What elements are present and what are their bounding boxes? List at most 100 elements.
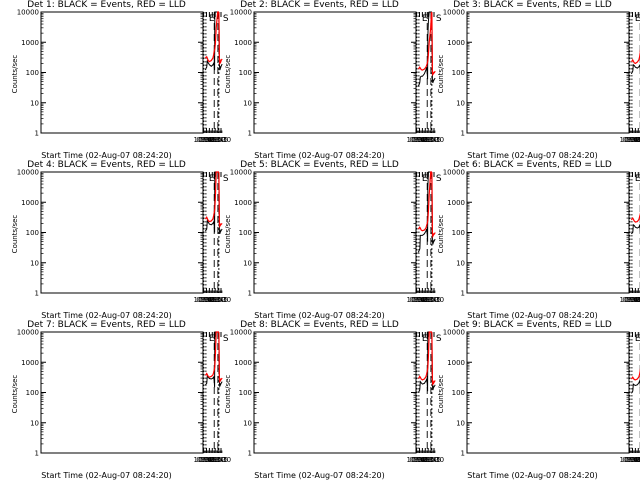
y-axis-label: Counts/sec bbox=[437, 54, 445, 94]
x-tick-label: 09:15 bbox=[202, 456, 222, 464]
x-tick-label: 10:00 bbox=[619, 136, 639, 144]
y-tick-label: 1000 bbox=[447, 359, 465, 367]
series-lld-line bbox=[417, 171, 436, 239]
end-marker-label: E bbox=[422, 14, 428, 24]
x-tick-label: 10:00 bbox=[406, 296, 426, 304]
x-tick-label: 08:45 bbox=[634, 136, 640, 144]
x-tick-label: 10:00 bbox=[193, 136, 213, 144]
x-tick-label: 10:00 bbox=[619, 456, 639, 464]
x-tick-label: 08:45 bbox=[421, 136, 441, 144]
series-events-line bbox=[204, 11, 223, 71]
x-tick-label: 10:00 bbox=[406, 136, 426, 144]
x-tick-label: 08:30 bbox=[637, 136, 640, 144]
x-tick-label: 09:30 bbox=[199, 136, 219, 144]
y-tick-label: 10000 bbox=[17, 9, 39, 17]
y-tick-label: 10 bbox=[243, 259, 252, 267]
plot-frame bbox=[40, 11, 204, 134]
x-axis-label: Start Time (02-Aug-07 08:24:20) bbox=[41, 151, 172, 160]
x-tick-label: 08:45 bbox=[634, 456, 640, 464]
y-tick-label: 1000 bbox=[21, 39, 39, 47]
x-tick-label: 09:00 bbox=[418, 456, 438, 464]
x-tick-label: 09:15 bbox=[415, 296, 435, 304]
chart-svg: 1 10 100 1000 10000 08:3008:4509:0009:1509:30… bbox=[230, 169, 444, 305]
y-tick-label: 1000 bbox=[234, 199, 252, 207]
panel-title: Det 8: BLACK = Events, RED = LLD bbox=[240, 320, 399, 330]
series-lld-line bbox=[204, 11, 223, 66]
y-tick-label: 10000 bbox=[230, 169, 252, 177]
x-tick-label: 09:30 bbox=[412, 136, 432, 144]
plot-frame bbox=[466, 171, 630, 294]
y-tick-label: 100 bbox=[239, 69, 252, 77]
y-axis-label: Counts/sec bbox=[224, 374, 232, 414]
x-tick-label: 09:15 bbox=[628, 456, 640, 464]
x-tick-label: 09:45 bbox=[196, 456, 216, 464]
y-tick-label: 10 bbox=[456, 99, 465, 107]
x-axis-label: Start Time (02-Aug-07 08:24:20) bbox=[41, 471, 172, 480]
x-tick-label: 08:45 bbox=[208, 456, 228, 464]
y-axis-label: Counts/sec bbox=[437, 374, 445, 414]
y-tick-label: 1000 bbox=[21, 359, 39, 367]
x-tick-label: 09:45 bbox=[622, 296, 640, 304]
x-tick-label: 09:30 bbox=[412, 296, 432, 304]
y-tick-label: 10000 bbox=[17, 169, 39, 177]
x-axis-label: Start Time (02-Aug-07 08:24:20) bbox=[254, 151, 385, 160]
end-marker-label: E bbox=[422, 174, 428, 184]
x-tick-label: 09:30 bbox=[625, 456, 640, 464]
start-marker-label: S bbox=[436, 174, 442, 184]
plot-frame bbox=[40, 331, 204, 454]
y-tick-label: 1000 bbox=[447, 199, 465, 207]
x-axis-label: Start Time (02-Aug-07 08:24:20) bbox=[41, 311, 172, 320]
y-axis-label: Counts/sec bbox=[224, 214, 232, 254]
detector-panel-7: 1 10 100 1000 10000 08:30 08:45 09:00 09:15 09:30… bbox=[0, 320, 231, 480]
end-marker-label: E bbox=[209, 334, 215, 344]
x-tick-label: 09:45 bbox=[409, 296, 429, 304]
start-marker-label: S bbox=[436, 334, 442, 344]
x-tick-label: 09:00 bbox=[205, 296, 225, 304]
end-marker-label: E bbox=[635, 14, 640, 24]
y-tick-label: 10000 bbox=[230, 329, 252, 337]
x-tick-label: 08:45 bbox=[208, 136, 228, 144]
x-tick-label: 09:00 bbox=[631, 296, 640, 304]
y-tick-label: 10000 bbox=[443, 329, 465, 337]
chart-svg: 1 10 100 1000 10000 08:3008:4509:0009:1509:30… bbox=[17, 329, 231, 465]
x-tick-label: 09:00 bbox=[418, 136, 438, 144]
series-lld-line bbox=[630, 212, 640, 223]
y-tick-label: 1000 bbox=[234, 39, 252, 47]
y-tick-label: 10000 bbox=[443, 169, 465, 177]
x-tick-label: 09:15 bbox=[628, 296, 640, 304]
end-marker-label: E bbox=[209, 174, 215, 184]
x-tick-label: 10:00 bbox=[193, 296, 213, 304]
y-tick-label: 10000 bbox=[443, 9, 465, 17]
y-tick-label: 10 bbox=[456, 259, 465, 267]
y-tick-label: 1 bbox=[461, 450, 465, 458]
panel-title: Det 7: BLACK = Events, RED = LLD bbox=[27, 320, 186, 330]
y-tick-label: 1000 bbox=[21, 199, 39, 207]
x-tick-label: 09:45 bbox=[196, 296, 216, 304]
y-tick-label: 100 bbox=[239, 229, 252, 237]
panel-title: Det 2: BLACK = Events, RED = LLD bbox=[240, 0, 399, 10]
x-axis-label: Start Time (02-Aug-07 08:24:20) bbox=[254, 471, 385, 480]
y-axis-label: Counts/sec bbox=[11, 54, 19, 94]
x-tick-label: 09:45 bbox=[622, 456, 640, 464]
x-tick-label: 10:00 bbox=[619, 296, 639, 304]
y-tick-label: 1000 bbox=[447, 39, 465, 47]
plot-frame bbox=[466, 11, 630, 134]
series-events-line bbox=[630, 63, 640, 75]
detector-panel-2: 1 10 100 1000 10000 08:30 08:45 09:00 09:15 09:30… bbox=[213, 0, 444, 160]
chart-svg: 1 10 100 1000 10000 08:3008:4509:0009:1509:30… bbox=[443, 169, 640, 304]
plot-frame bbox=[253, 11, 417, 134]
detector-panel-3: 11010010001000008:3008:4509:0009:1509:30… bbox=[426, 0, 640, 160]
y-tick-label: 1 bbox=[248, 450, 252, 458]
series-lld-line bbox=[630, 368, 640, 381]
y-tick-label: 1 bbox=[248, 130, 252, 138]
x-tick-label: 09:00 bbox=[631, 136, 640, 144]
start-marker-label: S bbox=[223, 334, 229, 344]
panel-title: Det 4: BLACK = Events, RED = LLD bbox=[27, 160, 186, 170]
x-tick-label: 08:30 bbox=[424, 456, 444, 464]
y-tick-label: 10000 bbox=[230, 9, 252, 17]
start-marker-label: S bbox=[436, 14, 442, 24]
x-tick-label: 09:30 bbox=[199, 296, 219, 304]
y-tick-label: 1 bbox=[461, 290, 465, 298]
x-tick-label: 08:45 bbox=[421, 456, 441, 464]
x-tick-label: 08:45 bbox=[634, 296, 640, 304]
